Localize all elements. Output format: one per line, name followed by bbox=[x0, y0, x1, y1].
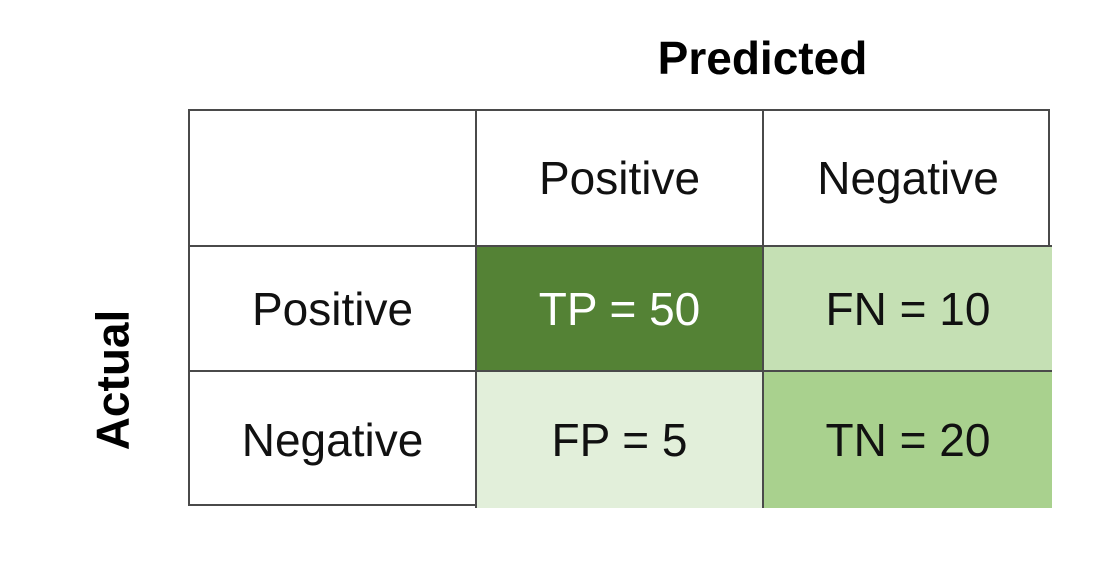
predicted-axis-label: Predicted bbox=[657, 32, 868, 84]
true-negative-cell: TN = 20 bbox=[764, 372, 1052, 508]
confusion-matrix: Positive Negative Positive TP = 50 FN = … bbox=[188, 109, 1052, 508]
matrix-corner-cell bbox=[190, 111, 477, 247]
actual-axis-label-wrapper: Actual bbox=[62, 280, 162, 480]
row-header-positive: Positive bbox=[190, 247, 477, 372]
true-positive-cell: TP = 50 bbox=[477, 247, 764, 372]
column-header-positive: Positive bbox=[477, 111, 764, 247]
false-negative-cell: FN = 10 bbox=[764, 247, 1052, 372]
false-positive-cell: FP = 5 bbox=[477, 372, 764, 508]
row-header-negative: Negative bbox=[190, 372, 477, 508]
actual-axis-label: Actual bbox=[86, 309, 138, 451]
column-header-negative: Negative bbox=[764, 111, 1052, 247]
